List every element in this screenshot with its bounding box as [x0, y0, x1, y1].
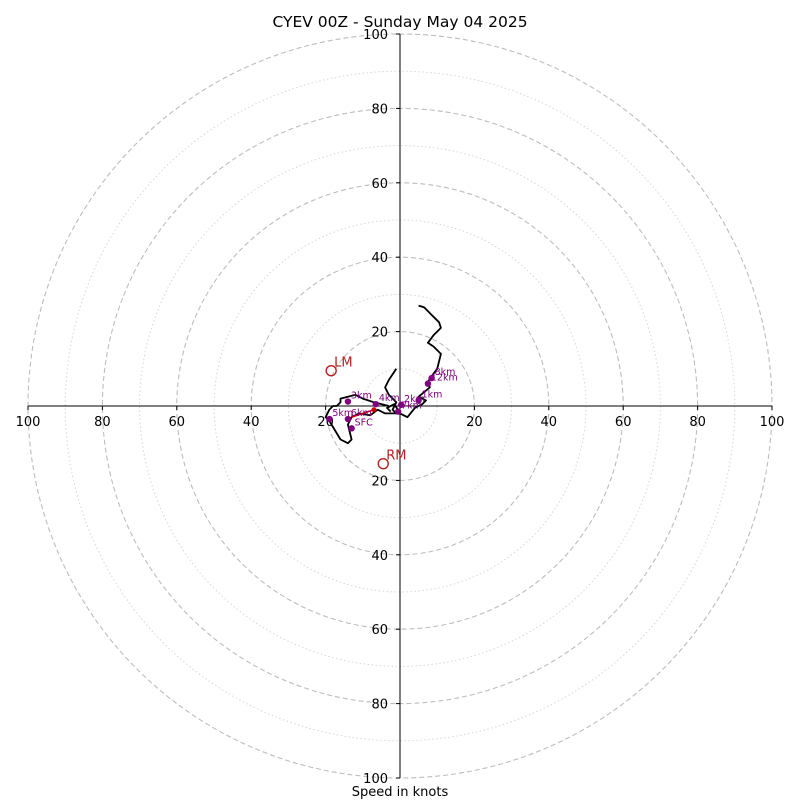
mean-wind-point [371, 407, 377, 413]
height-marker-label: 12km [431, 373, 458, 384]
x-tick-label: 60 [169, 415, 186, 430]
height-marker-label: 8km [435, 367, 456, 378]
y-tick-label: 20 [371, 474, 388, 489]
storm-motions: LM RM [325, 356, 407, 470]
y-tick-label: 80 [371, 102, 388, 117]
chart-title: CYEV 00Z - Sunday May 04 2025 [272, 13, 527, 31]
height-marker-label: 7km [401, 401, 422, 412]
height-marker-point [326, 415, 333, 423]
x-tick-label: 100 [760, 415, 785, 430]
height-marker-label: 6km [351, 408, 372, 419]
height-marker-label: 2km [404, 394, 425, 405]
x-tick-label: 80 [94, 415, 111, 430]
x-tick-label: 20 [466, 415, 483, 430]
height-marker-point [372, 400, 380, 408]
x-tick-label: 40 [541, 415, 558, 430]
height-marker-label: SFC [355, 417, 373, 428]
height-marker-label: 1km [422, 389, 443, 400]
storm-motion-marker [325, 364, 337, 377]
storm-motion-marker [377, 457, 389, 470]
height-marker-point [344, 398, 352, 405]
x-tick-label: 60 [615, 415, 632, 430]
tick-labels: 1001008080606040402020202040406060808010… [16, 28, 785, 787]
y-tick-label: 40 [371, 251, 388, 266]
height-marker-point [348, 425, 355, 432]
y-tick-label: 100 [363, 28, 388, 43]
height-marker-point [428, 374, 435, 382]
wind-trace-lower [324, 368, 398, 445]
storm-motion-label: RM [386, 449, 406, 464]
height-marker-point [397, 401, 405, 409]
y-tick-label: 20 [371, 326, 388, 341]
x-axis-label: Speed in knots [352, 785, 449, 800]
x-tick-label: 40 [243, 415, 260, 430]
height-marker-point [415, 397, 422, 404]
storm-motion-label: LM [334, 356, 352, 371]
height-marker-label: 5km [332, 408, 353, 419]
x-tick-label: 80 [689, 415, 706, 430]
height-marker-point [424, 380, 432, 387]
y-tick-label: 60 [371, 177, 388, 192]
y-tick-label: 40 [371, 549, 388, 564]
x-tick-label: 100 [16, 415, 41, 430]
y-tick-label: 100 [363, 772, 388, 787]
height-marker-point [344, 415, 352, 423]
y-tick-label: 80 [371, 698, 388, 713]
mean-wind-segment [351, 408, 375, 418]
y-tick-label: 60 [371, 623, 388, 638]
height-marker-label: 4km [379, 393, 400, 404]
height-marker-label: 3km [351, 391, 372, 402]
height-marker-point [394, 408, 402, 415]
